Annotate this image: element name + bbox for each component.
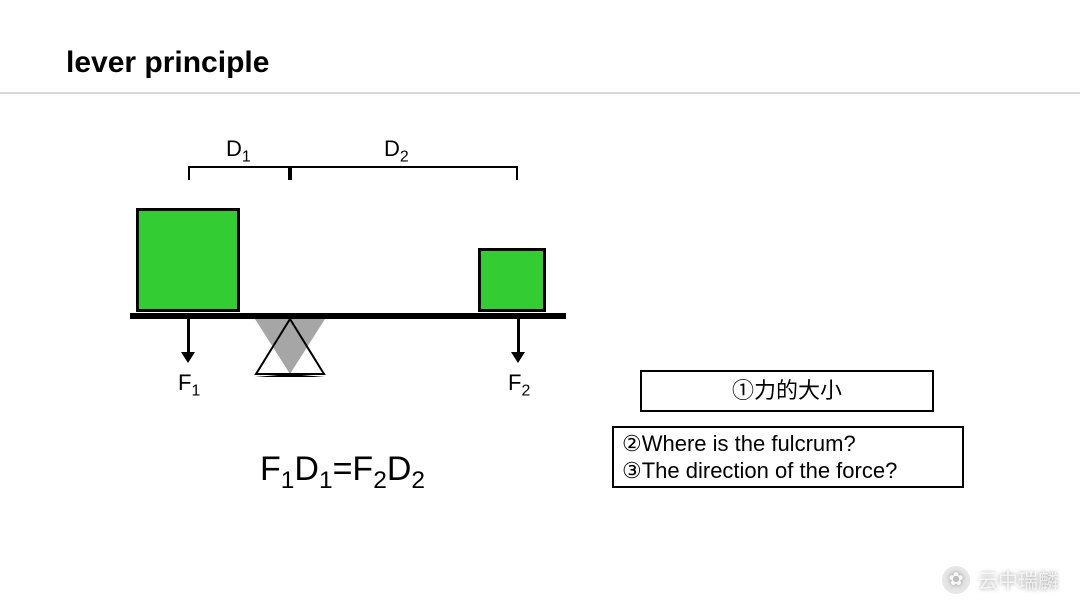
fulcrum-outline	[252, 316, 328, 377]
bracket-d1	[188, 166, 290, 180]
eq-f2: F	[352, 450, 373, 488]
note-box-1: ①力的大小	[640, 370, 934, 412]
eq-f1: F	[260, 450, 281, 488]
arrow-f1-head	[181, 352, 195, 363]
label-f1-sub: 1	[191, 382, 200, 399]
arrow-f2-shaft	[517, 319, 520, 353]
label-f2: F2	[508, 370, 530, 400]
mass-block-left	[136, 208, 240, 312]
note-1-text: ①力的大小	[732, 377, 842, 405]
label-d2: D2	[384, 136, 409, 166]
arrow-f1-shaft	[187, 319, 190, 353]
label-f1: F1	[178, 370, 200, 400]
lever-equation: F1D1=F2D2	[260, 450, 425, 495]
eq-d1-sub: 1	[319, 467, 333, 494]
label-d1-sub: 1	[242, 148, 251, 165]
eq-d2: D	[387, 450, 412, 488]
label-d2-sub: 2	[400, 148, 409, 165]
label-d1-base: D	[226, 136, 242, 161]
label-f2-sub: 2	[521, 382, 530, 399]
title-rule	[0, 92, 1080, 94]
eq-f2-sub: 2	[373, 467, 387, 494]
bracket-d2	[290, 166, 518, 180]
watermark: ✿ 云中瑞麟	[942, 565, 1058, 594]
watermark-icon: ✿	[942, 566, 970, 594]
note-2-line1: ②Where is the fulcrum?	[622, 430, 856, 458]
eq-equals: =	[333, 450, 353, 488]
watermark-icon-glyph: ✿	[948, 569, 963, 590]
eq-d2-sub: 2	[411, 467, 425, 494]
label-f1-base: F	[178, 370, 191, 395]
arrow-f2-head	[511, 352, 525, 363]
lever-diagram: D1 D2 F1 F2	[130, 140, 610, 400]
eq-d1: D	[294, 450, 319, 488]
label-d2-base: D	[384, 136, 400, 161]
label-d1: D1	[226, 136, 251, 166]
eq-f1-sub: 1	[281, 467, 295, 494]
page-root: lever principle D1 D2 F1	[0, 0, 1080, 608]
label-f2-base: F	[508, 370, 521, 395]
note-box-2: ②Where is the fulcrum? ③The direction of…	[612, 426, 964, 488]
mass-block-right	[478, 248, 546, 312]
watermark-text: 云中瑞麟	[978, 565, 1058, 594]
note-2-line2: ③The direction of the force?	[622, 457, 897, 485]
page-title: lever principle	[66, 46, 269, 80]
lever-beam	[130, 313, 566, 319]
